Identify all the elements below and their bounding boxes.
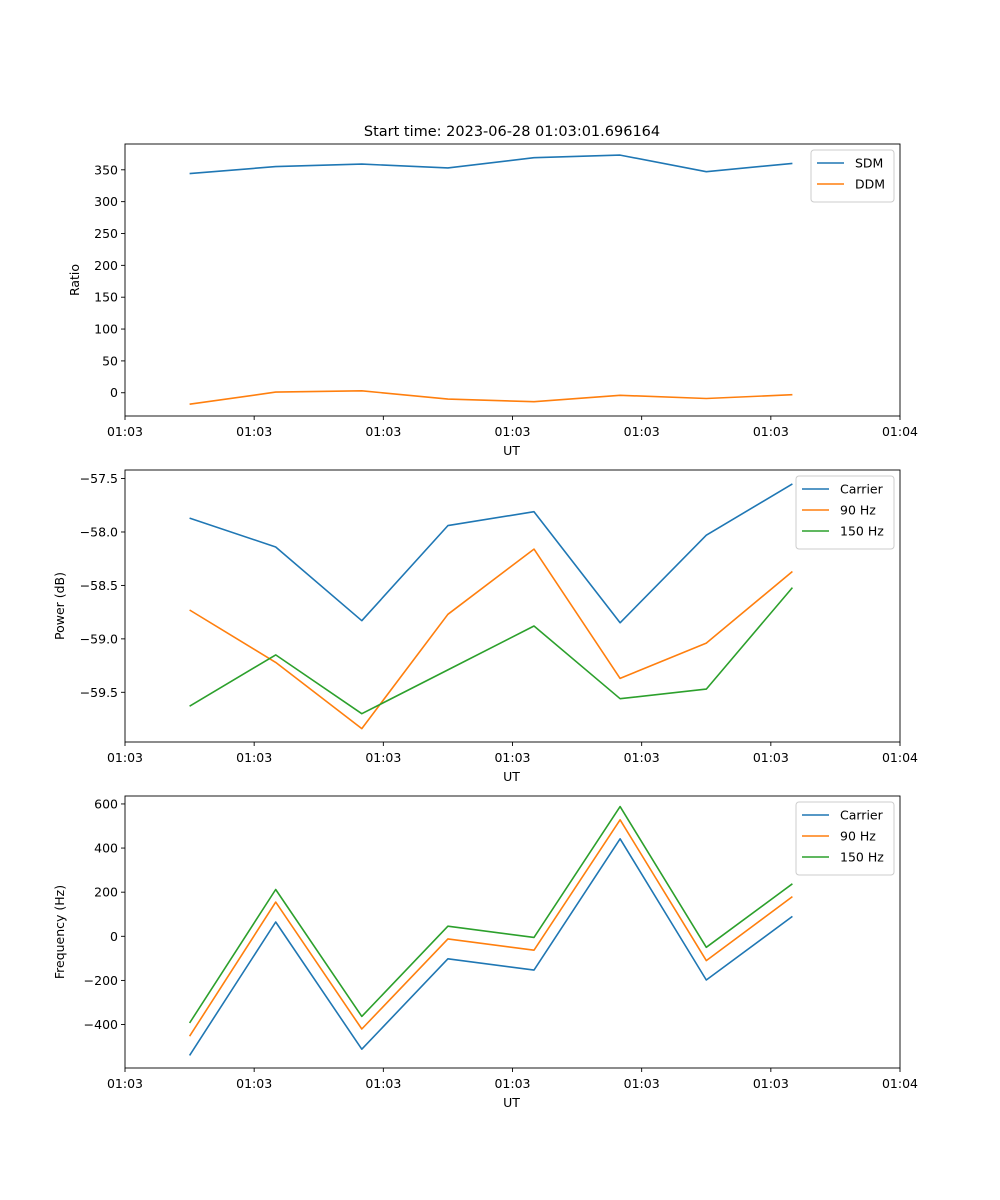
x-tick-label: 01:04 bbox=[882, 1076, 918, 1091]
series-line-150-hz bbox=[188, 805, 793, 1024]
x-tick-label: 01:03 bbox=[107, 750, 143, 765]
subplot-1: 0 50 100 150 200 250 300 350 01:03 01:03 01:03 01:0… bbox=[67, 143, 918, 458]
axes-frame bbox=[124, 143, 901, 417]
series-line-carrier bbox=[188, 837, 793, 1056]
series-line-carrier bbox=[189, 483, 793, 624]
y-tick-label: −57.5 bbox=[80, 471, 118, 486]
x-tick-label: 01:03 bbox=[753, 424, 789, 439]
series-line-90-hz bbox=[189, 548, 793, 730]
legend-label: 150 Hz bbox=[840, 850, 884, 865]
series-line-ddm bbox=[189, 389, 793, 405]
y-tick-label: −59.5 bbox=[80, 685, 118, 700]
legend-label: Carrier bbox=[840, 482, 884, 497]
series-line-90-hz bbox=[188, 818, 793, 1037]
x-axis-label: UT bbox=[503, 443, 520, 458]
x-tick-label: 01:03 bbox=[236, 750, 272, 765]
series-line-sdm bbox=[189, 154, 793, 175]
x-tick-label: 01:03 bbox=[624, 1076, 660, 1091]
y-tick-label: −58.5 bbox=[80, 578, 118, 593]
subplot-2: −59.5 −59.0 −58.5 −58.0 −57.5 01:03 01:03 01:03… bbox=[52, 469, 918, 784]
y-tick-label: −59.0 bbox=[80, 631, 118, 646]
x-tick-label: 01:03 bbox=[107, 424, 143, 439]
legend-label: 90 Hz bbox=[840, 503, 876, 518]
x-tick-label: 01:03 bbox=[365, 750, 401, 765]
x-axis-label: UT bbox=[503, 769, 520, 784]
y-tick-label: 200 bbox=[94, 258, 118, 273]
y-tick-label: 250 bbox=[94, 226, 118, 241]
x-tick-label: 01:04 bbox=[882, 424, 918, 439]
x-tick-label: 01:03 bbox=[624, 750, 660, 765]
y-tick-label: 600 bbox=[94, 796, 118, 811]
axes-frame bbox=[124, 469, 901, 743]
legend-label: 150 Hz bbox=[840, 524, 884, 539]
y-tick-label: 0 bbox=[110, 929, 118, 944]
y-axis-label: Ratio bbox=[67, 264, 82, 296]
y-tick-label: 300 bbox=[94, 194, 118, 209]
series-line-150-hz bbox=[189, 587, 794, 715]
y-tick-label: −58.0 bbox=[80, 524, 118, 539]
subplots: 0 50 100 150 200 250 300 350 01:03 01:03 01:03 01:0… bbox=[52, 143, 918, 1110]
subplot-3: −400 −200 0 200 400 600 01:03 01:03 01:03 01:03 01… bbox=[52, 795, 918, 1110]
y-tick-label: 150 bbox=[94, 290, 118, 305]
y-tick-label: 350 bbox=[94, 162, 118, 177]
y-axis-label: Power (dB) bbox=[52, 572, 67, 640]
legend-label: SDM bbox=[855, 156, 883, 171]
y-tick-label: 50 bbox=[102, 353, 118, 368]
y-tick-label: 100 bbox=[94, 322, 118, 337]
y-tick-label: 200 bbox=[94, 885, 118, 900]
x-tick-label: 01:03 bbox=[236, 424, 272, 439]
legend-label: 90 Hz bbox=[840, 829, 876, 844]
legend-label: DDM bbox=[855, 177, 885, 192]
x-tick-label: 01:03 bbox=[624, 424, 660, 439]
x-tick-label: 01:03 bbox=[753, 1076, 789, 1091]
x-axis-label: UT bbox=[503, 1095, 520, 1110]
figure-title: Start time: 2023-06-28 01:03:01.696164 bbox=[364, 124, 660, 140]
x-tick-label: 01:03 bbox=[107, 1076, 143, 1091]
x-tick-label: 01:04 bbox=[882, 750, 918, 765]
y-tick-label: 400 bbox=[94, 841, 118, 856]
y-tick-label: −200 bbox=[84, 973, 118, 988]
x-tick-label: 01:03 bbox=[236, 1076, 272, 1091]
x-tick-label: 01:03 bbox=[753, 750, 789, 765]
y-axis-label: Frequency (Hz) bbox=[52, 885, 67, 979]
x-tick-label: 01:03 bbox=[365, 424, 401, 439]
y-tick-label: 0 bbox=[110, 385, 118, 400]
y-tick-label: −400 bbox=[84, 1017, 118, 1032]
axes-frame bbox=[124, 795, 901, 1069]
x-tick-label: 01:03 bbox=[365, 1076, 401, 1091]
legend-label: Carrier bbox=[840, 808, 884, 823]
x-tick-label: 01:03 bbox=[494, 1076, 530, 1091]
x-tick-label: 01:03 bbox=[494, 750, 530, 765]
x-tick-label: 01:03 bbox=[494, 424, 530, 439]
